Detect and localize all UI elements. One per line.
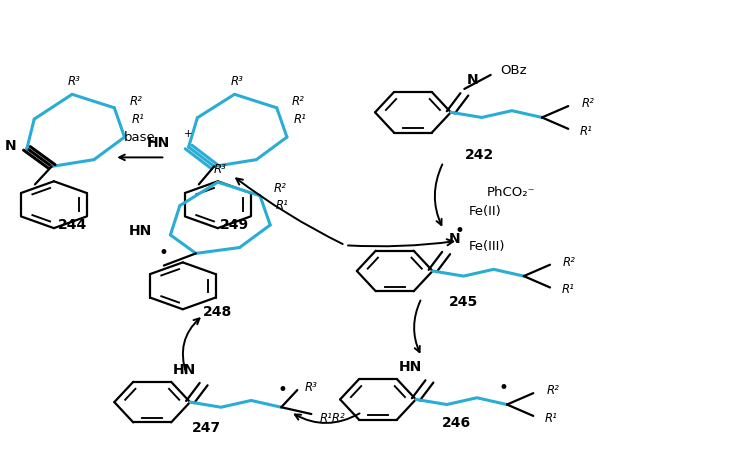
Text: •: • — [498, 379, 508, 397]
Text: HN: HN — [173, 363, 197, 377]
Text: Fe(III): Fe(III) — [469, 240, 505, 253]
Text: 248: 248 — [203, 304, 232, 319]
Text: R¹: R¹ — [293, 112, 307, 126]
Text: R³: R³ — [231, 75, 243, 88]
Text: R²: R² — [582, 97, 594, 110]
Text: R¹R²: R¹R² — [320, 412, 346, 425]
Text: •: • — [454, 222, 464, 241]
Text: R¹: R¹ — [132, 112, 144, 126]
Text: R²: R² — [563, 256, 576, 269]
Text: N: N — [449, 232, 460, 246]
Text: PhCO₂⁻: PhCO₂⁻ — [487, 186, 536, 199]
Text: 242: 242 — [466, 148, 494, 162]
Text: base: base — [124, 131, 156, 144]
Text: R¹: R¹ — [545, 412, 558, 425]
Text: N: N — [466, 73, 478, 87]
Text: R²: R² — [130, 95, 143, 107]
Text: R¹: R¹ — [580, 124, 593, 138]
Text: OBz: OBz — [500, 64, 527, 77]
Text: R¹: R¹ — [562, 283, 574, 296]
Text: 244: 244 — [58, 218, 86, 232]
Text: 247: 247 — [192, 421, 222, 435]
Text: R²: R² — [274, 182, 287, 196]
Text: R²: R² — [546, 384, 559, 397]
Text: 249: 249 — [220, 218, 249, 232]
Text: N: N — [5, 139, 17, 153]
Text: 246: 246 — [442, 416, 471, 430]
Text: •: • — [158, 244, 168, 262]
Text: +: + — [183, 129, 192, 139]
Text: R²: R² — [292, 95, 305, 107]
Text: R¹: R¹ — [276, 199, 288, 212]
Text: R³: R³ — [68, 75, 81, 88]
Text: R³: R³ — [304, 381, 318, 394]
Text: Fe(II): Fe(II) — [469, 205, 502, 218]
Text: R³: R³ — [214, 163, 226, 176]
Text: HN: HN — [147, 136, 171, 151]
Text: HN: HN — [129, 224, 152, 238]
Text: 245: 245 — [449, 295, 479, 308]
Text: HN: HN — [399, 360, 422, 374]
Text: •: • — [277, 381, 287, 399]
